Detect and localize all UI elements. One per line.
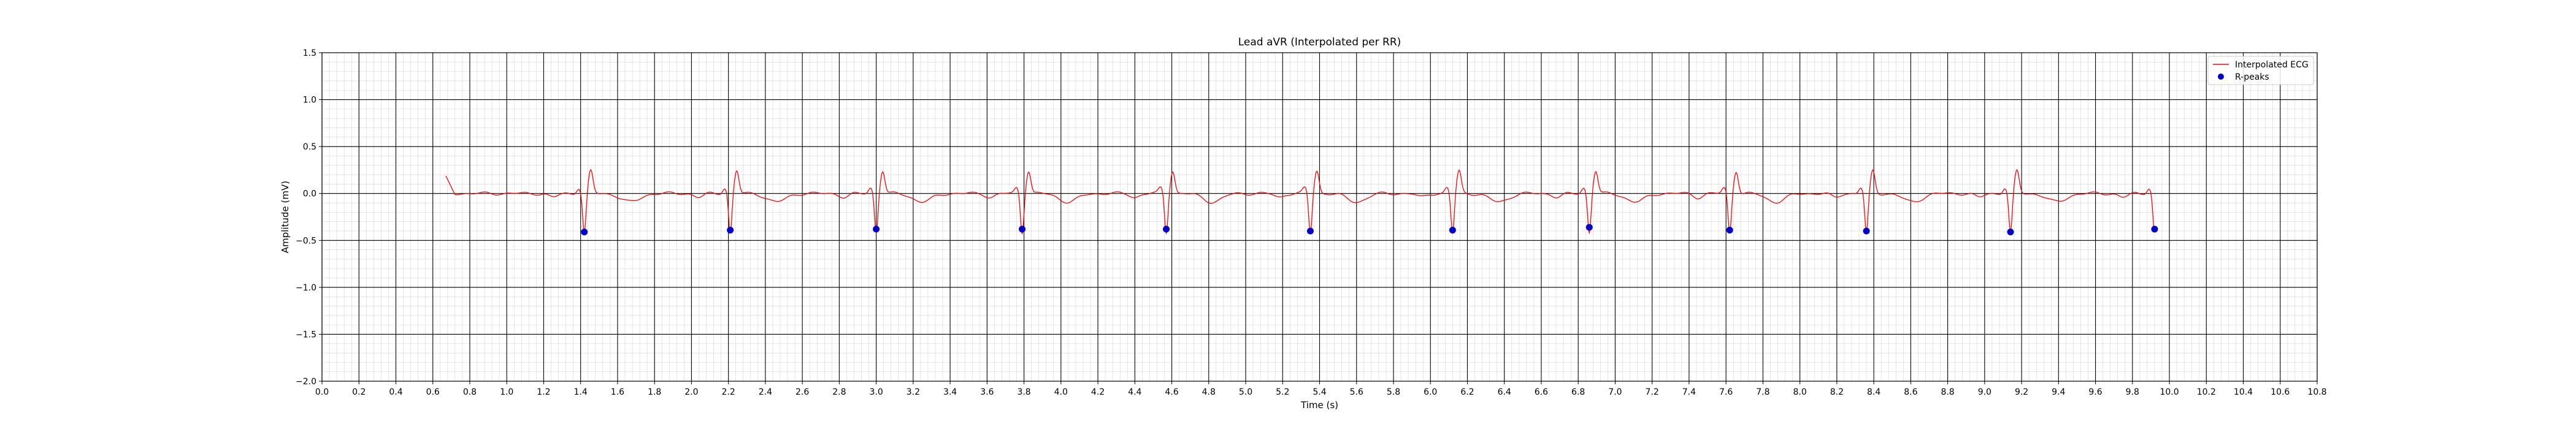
x-tick-label: 6.2 — [1460, 387, 1474, 397]
r-peak-point — [2151, 226, 2158, 233]
x-tick-label: 6.6 — [1535, 387, 1548, 397]
y-tick-label: −2.0 — [296, 377, 316, 387]
x-axis-label: Time (s) — [1300, 400, 1338, 411]
legend-box — [2207, 56, 2314, 85]
x-tick-label: 0.2 — [352, 387, 366, 397]
x-tick-label: 9.8 — [2126, 387, 2139, 397]
x-tick-label: 4.0 — [1054, 387, 1068, 397]
r-peak-point — [2007, 229, 2014, 236]
x-tick-label: 9.2 — [2015, 387, 2028, 397]
x-tick-label: 1.0 — [500, 387, 513, 397]
r-peak-point — [1585, 224, 1593, 231]
legend-ecg-label: Interpolated ECG — [2235, 60, 2309, 70]
y-tick-label: 0.0 — [303, 189, 316, 199]
x-tick-label: 5.2 — [1276, 387, 1289, 397]
chart-title: Lead aVR (Interpolated per RR) — [1238, 36, 1401, 48]
legend: Interpolated ECG R-peaks — [2207, 56, 2314, 85]
r-peak-point — [581, 229, 588, 236]
x-tick-label: 10.2 — [2197, 387, 2216, 397]
y-tick-label: 1.5 — [303, 48, 316, 58]
x-tick-label: 1.6 — [611, 387, 624, 397]
r-peak-point — [1019, 226, 1026, 233]
y-tick-label: −0.5 — [296, 236, 316, 246]
x-tick-label: 4.4 — [1128, 387, 1141, 397]
x-tick-label: 2.8 — [832, 387, 846, 397]
x-tick-label: 5.4 — [1313, 387, 1326, 397]
x-tick-label: 3.8 — [1017, 387, 1030, 397]
r-peak-point — [1726, 226, 1733, 233]
x-tick-label: 4.2 — [1091, 387, 1105, 397]
x-tick-label: 9.6 — [2088, 387, 2102, 397]
x-tick-label: 3.4 — [943, 387, 957, 397]
x-tick-label: 10.8 — [2307, 387, 2326, 397]
x-tick-label: 9.4 — [2052, 387, 2065, 397]
r-peak-point — [1449, 226, 1456, 233]
y-tick-label: 0.5 — [303, 142, 316, 152]
x-axis: 0.0 0.2 0.4 0.6 0.8 1.0 1.2 1.4 1.6 1.8 2.0 2.2 2.4 2… — [315, 381, 2327, 397]
x-tick-label: 3.0 — [869, 387, 883, 397]
r-peak-point — [1863, 227, 1870, 235]
x-tick-label: 7.6 — [1719, 387, 1733, 397]
x-tick-label: 7.4 — [1682, 387, 1696, 397]
x-tick-label: 8.2 — [1830, 387, 1844, 397]
x-tick-label: 5.0 — [1239, 387, 1252, 397]
x-tick-label: 6.8 — [1571, 387, 1585, 397]
x-tick-label: 8.6 — [1904, 387, 1917, 397]
ecg-series — [445, 169, 2155, 235]
x-tick-label: 1.8 — [648, 387, 661, 397]
x-tick-label: 0.8 — [463, 387, 477, 397]
x-tick-label: 6.0 — [1424, 387, 1437, 397]
r-peak-point — [873, 226, 880, 233]
x-tick-label: 1.4 — [574, 387, 588, 397]
x-tick-label: 8.0 — [1793, 387, 1806, 397]
x-tick-label: 5.6 — [1350, 387, 1363, 397]
x-tick-label: 7.2 — [1646, 387, 1659, 397]
x-tick-label: 10.6 — [2271, 387, 2290, 397]
x-tick-label: 2.4 — [759, 387, 772, 397]
r-peak-point — [1306, 227, 1314, 235]
x-tick-label: 2.6 — [795, 387, 809, 397]
x-tick-label: 9.0 — [1978, 387, 1991, 397]
x-tick-label: 0.0 — [315, 387, 329, 397]
x-tick-label: 10.0 — [2160, 387, 2179, 397]
x-tick-label: 7.0 — [1608, 387, 1622, 397]
r-peaks-series — [581, 224, 2158, 236]
x-tick-label: 10.4 — [2234, 387, 2253, 397]
x-tick-label: 6.4 — [1498, 387, 1511, 397]
x-tick-label: 2.2 — [722, 387, 735, 397]
major-grid — [321, 52, 2318, 382]
ecg-line — [445, 169, 2155, 235]
y-axis-label: Amplitude (mV) — [280, 181, 291, 253]
x-tick-label: 3.2 — [907, 387, 920, 397]
x-tick-label: 0.6 — [426, 387, 440, 397]
x-tick-label: 2.0 — [684, 387, 698, 397]
r-peak-point — [1163, 226, 1170, 233]
x-tick-label: 4.8 — [1202, 387, 1216, 397]
y-tick-label: −1.0 — [296, 283, 316, 293]
x-tick-label: 8.4 — [1867, 387, 1880, 397]
x-tick-label: 4.6 — [1165, 387, 1178, 397]
y-tick-label: 1.0 — [303, 96, 316, 105]
r-peak-point — [727, 226, 734, 233]
y-tick-label: −1.5 — [296, 330, 316, 340]
x-tick-label: 1.2 — [537, 387, 550, 397]
x-tick-label: 8.8 — [1941, 387, 1954, 397]
x-tick-label: 3.6 — [980, 387, 994, 397]
x-tick-label: 0.4 — [389, 387, 402, 397]
legend-r-peaks-swatch — [2218, 74, 2224, 80]
x-tick-label: 5.8 — [1387, 387, 1400, 397]
x-tick-label: 7.8 — [1756, 387, 1769, 397]
legend-r-peaks-label: R-peaks — [2235, 72, 2269, 82]
y-axis: 1.5 1.0 0.5 0.0 −0.5 −1.0 −1.5 −2.0 — [296, 48, 322, 387]
